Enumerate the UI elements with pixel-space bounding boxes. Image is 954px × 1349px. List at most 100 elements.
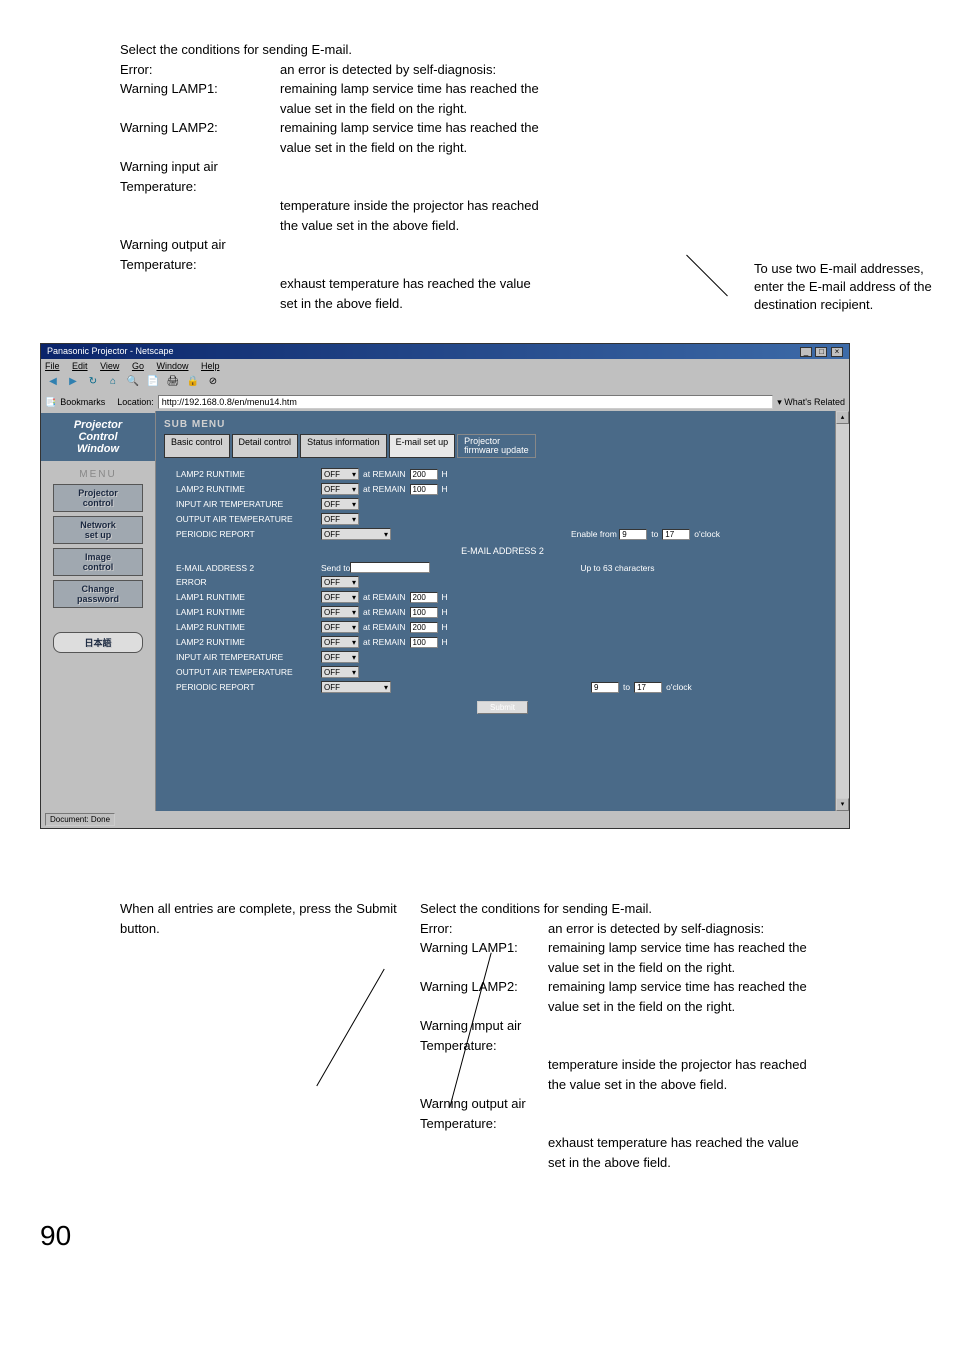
stop-icon[interactable]: ⊘ xyxy=(205,376,221,390)
right-annotation: To use two E-mail addresses, enter the E… xyxy=(754,260,939,315)
text-input[interactable]: 9 xyxy=(619,529,647,540)
tab-detail-control[interactable]: Detail control xyxy=(232,434,299,458)
submit-button[interactable]: Submit xyxy=(477,701,528,714)
annotation-row: Warning LAMP2:remaining lamp service tim… xyxy=(420,977,894,997)
form-row: INPUT AIR TEMPERATUREOFF▾ xyxy=(164,651,841,663)
sidebar-item-image-control[interactable]: Imagecontrol xyxy=(53,548,143,576)
bookmarks-label[interactable]: Bookmarks xyxy=(60,397,105,407)
security-icon[interactable]: 🔒 xyxy=(185,376,201,390)
form-row: LAMP1 RUNTIMEOFF▾at REMAIN200H xyxy=(164,591,841,603)
reload-icon[interactable]: ↻ xyxy=(85,376,101,390)
tab-firmware-update[interactable]: Projectorfirmware update xyxy=(457,434,536,458)
annotation-row: value set in the field on the right. xyxy=(548,958,894,978)
field-label: OUTPUT AIR TEMPERATURE xyxy=(176,514,321,524)
maximize-button[interactable]: □ xyxy=(815,347,827,357)
periodic-right: Enable from 9to17o'clock xyxy=(571,529,724,540)
menu-header: MENU xyxy=(41,469,155,480)
dropdown[interactable]: OFF▾ xyxy=(321,528,391,540)
tab-basic-control[interactable]: Basic control xyxy=(164,434,230,458)
form-row: ERROROFF▾ xyxy=(164,576,841,588)
menu-go[interactable]: Go xyxy=(132,361,144,371)
field-label: PERIODIC REPORT xyxy=(176,682,321,692)
location-input[interactable]: http://192.168.0.8/en/menu14.htm xyxy=(158,395,773,409)
to-label: to xyxy=(623,682,630,692)
form-row: E-MAIL ADDRESS 2Send to Up to 63 charact… xyxy=(164,562,841,573)
text-input[interactable]: 17 xyxy=(634,682,662,693)
dropdown[interactable]: OFF▾ xyxy=(321,636,359,648)
submenu-label: SUB MENU xyxy=(164,419,841,430)
scrollbar-vertical[interactable]: ▴ ▾ xyxy=(835,411,849,811)
annotation-row: Warning LAMP1:remaining lamp service tim… xyxy=(120,79,894,99)
menu-help[interactable]: Help xyxy=(201,361,220,371)
search-icon[interactable]: 🔍 xyxy=(125,376,141,390)
text-input[interactable]: 200 xyxy=(410,622,438,633)
dropdown[interactable]: OFF▾ xyxy=(321,651,359,663)
back-icon[interactable]: ◀ xyxy=(45,376,61,390)
tab-email-setup[interactable]: E-mail set up xyxy=(389,434,456,458)
sidebar-item-change-password[interactable]: Changepassword xyxy=(53,580,143,608)
mid-label: at REMAIN xyxy=(363,592,406,602)
dropdown[interactable]: OFF▾ xyxy=(321,621,359,633)
section-header-email2: E-MAIL ADDRESS 2 xyxy=(164,546,841,556)
dropdown[interactable]: OFF▾ xyxy=(321,513,359,525)
dropdown[interactable]: OFF▾ xyxy=(321,483,359,495)
bottom-left-annotation: When all entries are complete, press the… xyxy=(120,899,420,1172)
minimize-button[interactable]: _ xyxy=(800,347,812,357)
enable-label: Enable from xyxy=(571,529,619,539)
text-input[interactable]: 17 xyxy=(662,529,690,540)
menu-file[interactable]: File xyxy=(45,361,60,371)
tabs: Basic control Detail control Status info… xyxy=(164,434,841,458)
dropdown[interactable]: OFF▾ xyxy=(321,576,359,588)
menu-edit[interactable]: Edit xyxy=(72,361,88,371)
field-label: LAMP2 RUNTIME xyxy=(176,622,321,632)
related-label[interactable]: ▾ What's Related xyxy=(777,397,845,408)
netscape-icon[interactable]: 📄 xyxy=(145,376,161,390)
sidebar-item-japanese[interactable]: 日本語 xyxy=(53,632,143,653)
bottom-lead: Select the conditions for sending E-mail… xyxy=(420,899,894,919)
text-input[interactable]: 200 xyxy=(410,469,438,480)
text-input[interactable]: 200 xyxy=(410,592,438,603)
text-input[interactable] xyxy=(350,562,430,573)
sidebar-item-network-setup[interactable]: Networkset up xyxy=(53,516,143,544)
annotation-row: value set in the field on the right. xyxy=(280,99,894,119)
tab-status-information[interactable]: Status information xyxy=(300,434,387,458)
scroll-up-icon[interactable]: ▴ xyxy=(836,411,849,424)
text-input[interactable]: 9 xyxy=(591,682,619,693)
text-input[interactable]: 100 xyxy=(410,484,438,495)
main-panel: SUB MENU Basic control Detail control St… xyxy=(156,411,849,811)
dropdown[interactable]: OFF▾ xyxy=(321,468,359,480)
text-input[interactable]: 100 xyxy=(410,637,438,648)
field-label: ERROR xyxy=(176,577,321,587)
window-title: Panasonic Projector - Netscape xyxy=(47,346,174,357)
scroll-down-icon[interactable]: ▾ xyxy=(836,798,849,811)
dropdown[interactable]: OFF▾ xyxy=(321,606,359,618)
field-label: INPUT AIR TEMPERATURE xyxy=(176,652,321,662)
menu-window[interactable]: Window xyxy=(156,361,188,371)
mid-label: at REMAIN xyxy=(363,469,406,479)
dropdown[interactable]: OFF▾ xyxy=(321,681,391,693)
annotation-row: the value set in the above field. xyxy=(548,1075,894,1095)
suffix-label: H xyxy=(442,637,448,647)
forward-icon[interactable]: ▶ xyxy=(65,376,81,390)
close-button[interactable]: × xyxy=(831,347,843,357)
annotation-row: value set in the field on the right. xyxy=(548,997,894,1017)
print-icon[interactable]: 🖨 xyxy=(165,376,181,390)
home-icon[interactable]: ⌂ xyxy=(105,376,121,390)
field-label: LAMP2 RUNTIME xyxy=(176,469,321,479)
sidebar-item-projector-control[interactable]: Projectorcontrol xyxy=(53,484,143,512)
dropdown[interactable]: OFF▾ xyxy=(321,498,359,510)
dropdown[interactable]: OFF▾ xyxy=(321,666,359,678)
mid-label: at REMAIN xyxy=(363,484,406,494)
suffix-label: H xyxy=(442,484,448,494)
dropdown[interactable]: OFF▾ xyxy=(321,591,359,603)
bookmarks-icon[interactable]: 📑 xyxy=(45,397,56,408)
form-area: LAMP2 RUNTIMEOFF▾at REMAIN200HLAMP2 RUNT… xyxy=(164,468,841,714)
menu-view[interactable]: View xyxy=(100,361,119,371)
text-input[interactable]: 100 xyxy=(410,607,438,618)
form-row: INPUT AIR TEMPERATUREOFF▾ xyxy=(164,498,841,510)
field-label: LAMP2 RUNTIME xyxy=(176,637,321,647)
mid-label: at REMAIN xyxy=(363,637,406,647)
annotation-row: Error:an error is detected by self-diagn… xyxy=(420,919,894,939)
suffix-label: H xyxy=(442,622,448,632)
annotation-row: set in the above field. xyxy=(548,1153,894,1173)
